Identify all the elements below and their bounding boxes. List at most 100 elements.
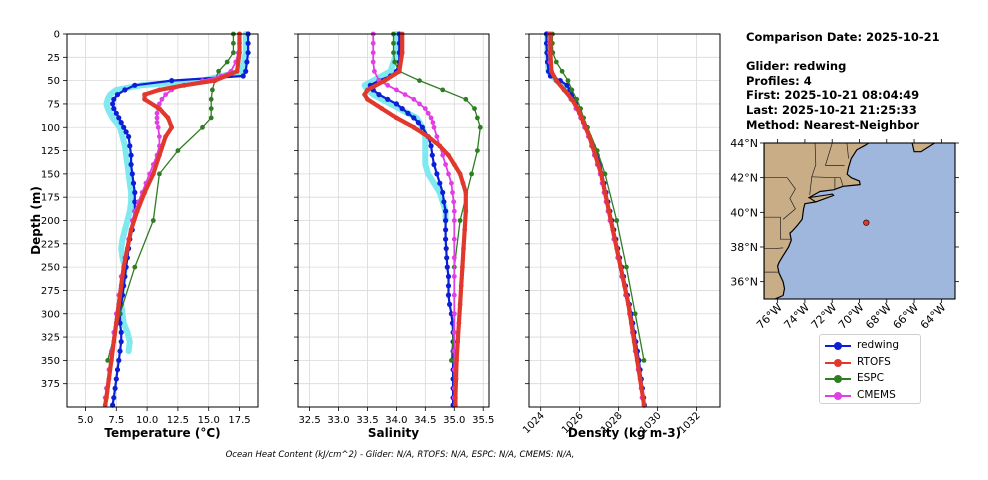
temperature-glider-raw-line bbox=[103, 31, 249, 355]
temperature-espc-point bbox=[224, 59, 230, 65]
density-rtofs-point bbox=[628, 320, 634, 326]
depth-tick-label: 275 bbox=[41, 286, 60, 297]
temperature-panel: 5.0 7.5 10.0 12.5 15.0 17.5 Temperature (°C) 0 2… bbox=[29, 30, 259, 440]
legend-label-cmems: CMEMS bbox=[857, 388, 896, 401]
temperature-xtick-label: 15.0 bbox=[198, 415, 220, 426]
map-lon-label: 64°W bbox=[918, 301, 949, 332]
salinity-espc-point bbox=[391, 50, 396, 56]
salinity-cmems-point bbox=[385, 82, 391, 88]
salinity-redwing-point bbox=[444, 264, 450, 270]
salinity-cmems-point bbox=[417, 101, 422, 107]
salinity-rtofs-point bbox=[460, 264, 465, 270]
legend-entry-cmems: CMEMS bbox=[820, 388, 920, 404]
salinity-cmems-point bbox=[446, 171, 451, 177]
legend-entry-espc: ESPC bbox=[820, 371, 920, 387]
temperature-redwing-point bbox=[128, 152, 134, 158]
temperature-redwing-point bbox=[129, 171, 135, 177]
salinity-rtofs-point bbox=[453, 402, 458, 408]
salinity-rtofs-point bbox=[463, 208, 469, 214]
temperature-redwing-point bbox=[110, 101, 116, 107]
density-rtofs-point bbox=[575, 106, 581, 111]
map-state-border-0 bbox=[809, 143, 817, 196]
temperature-rtofs-point bbox=[212, 78, 218, 83]
temperature-rtofs-point bbox=[142, 92, 148, 97]
density-rtofs-point bbox=[598, 171, 604, 177]
temperature-espc-point bbox=[208, 115, 214, 121]
salinity-glider-raw-line bbox=[361, 31, 449, 224]
salinity-redwing-point bbox=[445, 292, 452, 298]
depth-tick-label: 25 bbox=[47, 53, 60, 64]
temperature-cmems-point bbox=[157, 101, 162, 107]
temperature-redwing-point bbox=[122, 87, 128, 93]
salinity-cmems-point bbox=[370, 50, 376, 56]
map-lat-label: 42°N bbox=[730, 172, 758, 185]
legend-label-espc: ESPC bbox=[857, 372, 884, 384]
depth-tick-label: 375 bbox=[41, 379, 60, 390]
salinity-rtofs-point bbox=[365, 96, 370, 102]
salinity-redwing-point bbox=[443, 217, 449, 224]
depth-tick-label: 225 bbox=[41, 239, 60, 250]
temperature-espc-point bbox=[132, 264, 138, 270]
salinity-rtofs-point bbox=[451, 162, 457, 167]
salinity-espc-point bbox=[472, 106, 477, 111]
salinity-espc-point bbox=[392, 59, 398, 65]
salinity-rtofs-point bbox=[458, 283, 464, 289]
temperature-rtofs-point bbox=[237, 50, 242, 56]
density-espc-point bbox=[553, 59, 559, 65]
map-state-border-8 bbox=[764, 247, 784, 250]
density-rtofs-point bbox=[614, 246, 620, 251]
salinity-cmems-point bbox=[451, 218, 457, 223]
density-rtofs-point bbox=[595, 162, 601, 167]
salinity-redwing-point bbox=[428, 143, 434, 149]
density-espc-point bbox=[641, 358, 647, 363]
comparison-info: Comparison Date: 2025-10-21 Glider: redwi… bbox=[746, 30, 940, 132]
salinity-cmems-point bbox=[425, 110, 431, 116]
temperature-rtofs-point bbox=[109, 358, 114, 363]
density-espc-point bbox=[624, 264, 629, 270]
salinity-redwing-point bbox=[440, 189, 446, 196]
depth-tick-label: 175 bbox=[41, 193, 60, 204]
depth-axis-label: Depth (m) bbox=[29, 186, 43, 255]
density-espc-point bbox=[574, 96, 580, 102]
salinity-rtofs-point bbox=[362, 92, 367, 97]
temperature-cmems-point bbox=[157, 134, 162, 140]
salinity-cmems-point bbox=[451, 255, 457, 261]
temperature-rtofs-point bbox=[181, 82, 187, 88]
salinity-xtick-label: 33.5 bbox=[356, 415, 378, 426]
temperature-rtofs-point bbox=[104, 395, 109, 401]
map-lat-label: 40°N bbox=[730, 206, 758, 219]
salinity-xtick-label: 34.5 bbox=[414, 415, 436, 426]
salinity-cmems-point bbox=[422, 106, 428, 111]
temperature-rtofs-point bbox=[113, 320, 119, 326]
profile-count: Profiles: 4 bbox=[746, 73, 812, 88]
salinity-redwing-point bbox=[443, 245, 449, 252]
depth-tick-label: 125 bbox=[41, 146, 60, 157]
salinity-cmems-point bbox=[451, 330, 457, 335]
temperature-redwing-point bbox=[116, 357, 122, 363]
density-rtofs-point bbox=[569, 96, 575, 102]
salinity-xtick-label: 32.5 bbox=[298, 415, 320, 426]
salinity-rtofs-point bbox=[453, 376, 459, 382]
salinity-rtofs-point bbox=[456, 320, 462, 326]
density-rtofs-point bbox=[549, 68, 554, 74]
salinity-cmems-point bbox=[434, 134, 440, 140]
map-lat-label: 36°N bbox=[730, 276, 758, 289]
salinity-cmems-point bbox=[430, 120, 436, 125]
map-state-border-5 bbox=[834, 177, 844, 187]
depth-tick-label: 200 bbox=[41, 216, 60, 227]
temperature-espc-point bbox=[208, 96, 214, 102]
density-rtofs-point bbox=[634, 358, 640, 363]
map-lon-label: 68°W bbox=[863, 301, 894, 332]
salinity-cmems-point bbox=[370, 40, 376, 46]
temperature-cmems-point bbox=[155, 124, 161, 130]
density-rtofs-point bbox=[589, 143, 595, 149]
temperature-redwing-point bbox=[240, 73, 246, 79]
salinity-cmems-point bbox=[443, 162, 448, 167]
salinity-espc-point bbox=[477, 124, 483, 130]
salinity-espc-point bbox=[475, 148, 480, 154]
temperature-redwing-point bbox=[116, 115, 122, 121]
temperature-rtofs-point bbox=[234, 68, 240, 74]
salinity-rtofs-point bbox=[394, 115, 399, 121]
density-rtofs-point bbox=[548, 50, 553, 56]
